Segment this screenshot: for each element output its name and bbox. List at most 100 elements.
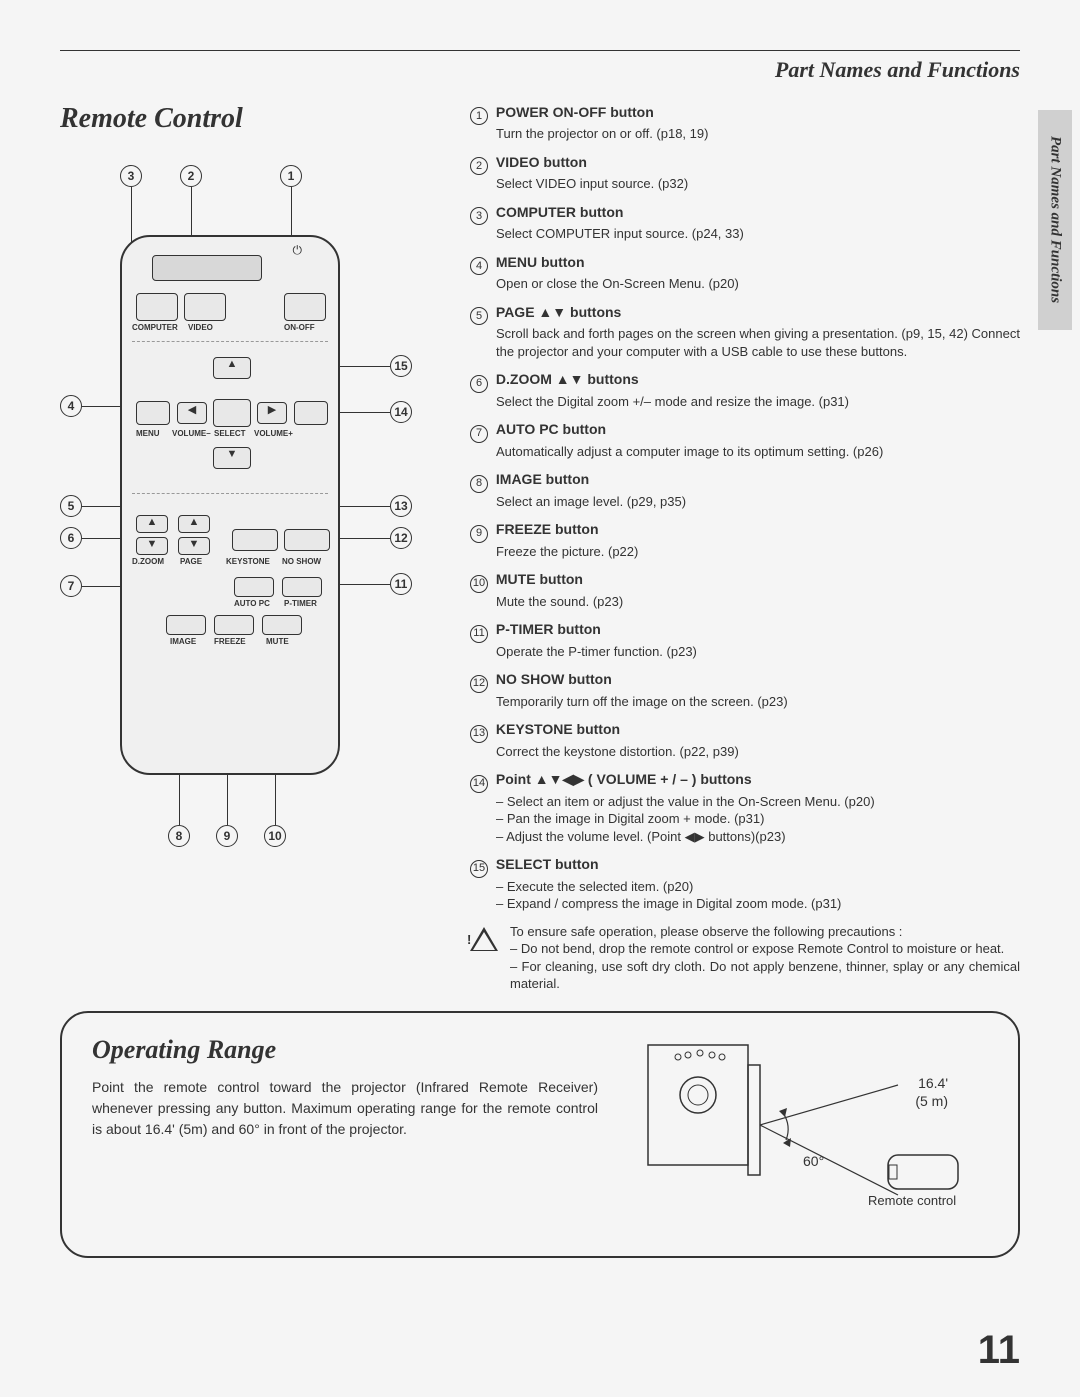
item-number: 15 xyxy=(470,860,488,878)
description-item: 3 COMPUTER buttonSelect COMPUTER input s… xyxy=(470,203,1020,243)
ptimer-button xyxy=(282,577,322,597)
operating-range-text: Point the remote control toward the proj… xyxy=(92,1077,598,1140)
callout-14: 14 xyxy=(390,401,412,423)
item-name: D.ZOOM ▲▼ buttons xyxy=(496,371,639,387)
item-desc: Select the Digital zoom +/– mode and res… xyxy=(496,393,1020,411)
autopc-label: AUTO PC xyxy=(234,599,270,608)
item-desc: Mute the sound. (p23) xyxy=(496,593,1020,611)
volplus-label: VOLUME+ xyxy=(254,429,293,438)
keystone-label: KEYSTONE xyxy=(226,557,270,566)
mute-button xyxy=(262,615,302,635)
ptimer-label: P-TIMER xyxy=(284,599,317,608)
onoff-label: ON-OFF xyxy=(284,323,315,332)
item-desc: Freeze the picture. (p22) xyxy=(496,543,1020,561)
item-number: 1 xyxy=(470,107,488,125)
item-sub: – Expand / compress the image in Digital… xyxy=(496,895,1020,913)
computer-button xyxy=(136,293,178,321)
callout-12: 12 xyxy=(390,527,412,549)
operating-range-diagram: 16.4' (5 m) 60° Remote control xyxy=(628,1035,988,1230)
page-up-button: ▲ xyxy=(178,515,210,533)
angle-label: 60° xyxy=(803,1153,824,1169)
item-name: MENU button xyxy=(496,254,585,270)
noshow-button xyxy=(284,529,330,551)
video-button xyxy=(184,293,226,321)
callout-6: 6 xyxy=(60,527,82,549)
item-name: POWER ON-OFF button xyxy=(496,104,654,120)
freeze-label: FREEZE xyxy=(214,637,246,646)
ir-window xyxy=(152,255,262,281)
side-tab: Part Names and Functions xyxy=(1038,110,1072,330)
item-sub: – Select an item or adjust the value in … xyxy=(496,793,1020,811)
description-item: 5 PAGE ▲▼ buttonsScroll back and forth p… xyxy=(470,303,1020,361)
description-item: 1 POWER ON-OFF button Turn the projector … xyxy=(470,103,1020,143)
item-name: AUTO PC button xyxy=(496,421,606,437)
callout-8: 8 xyxy=(168,825,190,847)
description-item: 7 AUTO PC buttonAutomatically adjust a c… xyxy=(470,420,1020,460)
item-number: 2 xyxy=(470,157,488,175)
item-number: 4 xyxy=(470,257,488,275)
item-name: COMPUTER button xyxy=(496,204,624,220)
item-desc: Select an image level. (p29, p35) xyxy=(496,493,1020,511)
item-number: 5 xyxy=(470,307,488,325)
callout-10: 10 xyxy=(264,825,286,847)
select-label: SELECT xyxy=(214,429,246,438)
callout-4: 4 xyxy=(60,395,82,417)
description-item: 11 P-TIMER buttonOperate the P-timer fun… xyxy=(470,620,1020,660)
point-up-button: ▲ xyxy=(213,357,251,379)
remote-control-title: Remote Control xyxy=(60,103,440,135)
item-name: P-TIMER button xyxy=(496,621,601,637)
dzoom-down-button: ▼ xyxy=(136,537,168,555)
description-item: 10 MUTE buttonMute the sound. (p23) xyxy=(470,570,1020,610)
onoff-button xyxy=(284,293,326,321)
item-number: 8 xyxy=(470,475,488,493)
description-item: 9 FREEZE buttonFreeze the picture. (p22) xyxy=(470,520,1020,560)
point-right-button: ▶ xyxy=(257,402,287,424)
menu-label: MENU xyxy=(136,429,160,438)
remote-diagram: 3 2 1 4 5 6 7 15 14 13 12 11 xyxy=(60,165,420,905)
mute-label: MUTE xyxy=(266,637,289,646)
item-desc: Scroll back and forth pages on the scree… xyxy=(496,325,1020,360)
select-button xyxy=(213,399,251,427)
item-desc: Temporarily turn off the image on the sc… xyxy=(496,693,1020,711)
item-desc: Operate the P-timer function. (p23) xyxy=(496,643,1020,661)
item-desc: Turn the projector on or off. (p18, 19) xyxy=(496,125,1020,143)
image-button xyxy=(166,615,206,635)
description-item: 13 KEYSTONE button Correct the keystone d… xyxy=(470,720,1020,760)
description-item: 6 D.ZOOM ▲▼ buttons Select the Digital zo… xyxy=(470,370,1020,410)
item-desc: Open or close the On-Screen Menu. (p20) xyxy=(496,275,1020,293)
item-sub: – Pan the image in Digital zoom + mode. … xyxy=(496,810,1020,828)
item-number: 6 xyxy=(470,375,488,393)
computer-label: COMPUTER xyxy=(132,323,178,332)
description-item: 8 IMAGE button Select an image level. (p2… xyxy=(470,470,1020,510)
item-desc: Select VIDEO input source. (p32) xyxy=(496,175,1020,193)
item-number: 13 xyxy=(470,725,488,743)
callout-13: 13 xyxy=(390,495,412,517)
distance-m: (5 m) xyxy=(915,1093,948,1109)
keystone-button xyxy=(232,529,278,551)
item-name: VIDEO button xyxy=(496,154,587,170)
item-name: KEYSTONE button xyxy=(496,721,620,737)
autopc-button xyxy=(234,577,274,597)
image-label: IMAGE xyxy=(170,637,196,646)
point-left-button: ◀ xyxy=(177,402,207,424)
description-item: 2 VIDEO button Select VIDEO input source.… xyxy=(470,153,1020,193)
page-down-button: ▼ xyxy=(178,537,210,555)
point-down-button: ▼ xyxy=(213,447,251,469)
caution-lead: To ensure safe operation, please observe… xyxy=(510,923,1020,941)
item-desc: Correct the keystone distortion. (p22, p… xyxy=(496,743,1020,761)
item-number: 12 xyxy=(470,675,488,693)
distance-ft: 16.4' xyxy=(918,1075,948,1091)
caution-box: !To ensure safe operation, please observ… xyxy=(470,923,1020,993)
callout-9: 9 xyxy=(216,825,238,847)
callout-2: 2 xyxy=(180,165,202,187)
item-number: 10 xyxy=(470,575,488,593)
item-name: SELECT button xyxy=(496,856,599,872)
callout-11: 11 xyxy=(390,573,412,595)
item-name: NO SHOW button xyxy=(496,671,612,687)
remote-control-label: Remote control xyxy=(868,1193,956,1208)
item-name: IMAGE button xyxy=(496,471,589,487)
dzoom-label: D.ZOOM xyxy=(132,557,164,566)
callout-15: 15 xyxy=(390,355,412,377)
section-header: Part Names and Functions xyxy=(60,57,1020,83)
description-item: 15 SELECT button– Execute the selected i… xyxy=(470,855,1020,913)
